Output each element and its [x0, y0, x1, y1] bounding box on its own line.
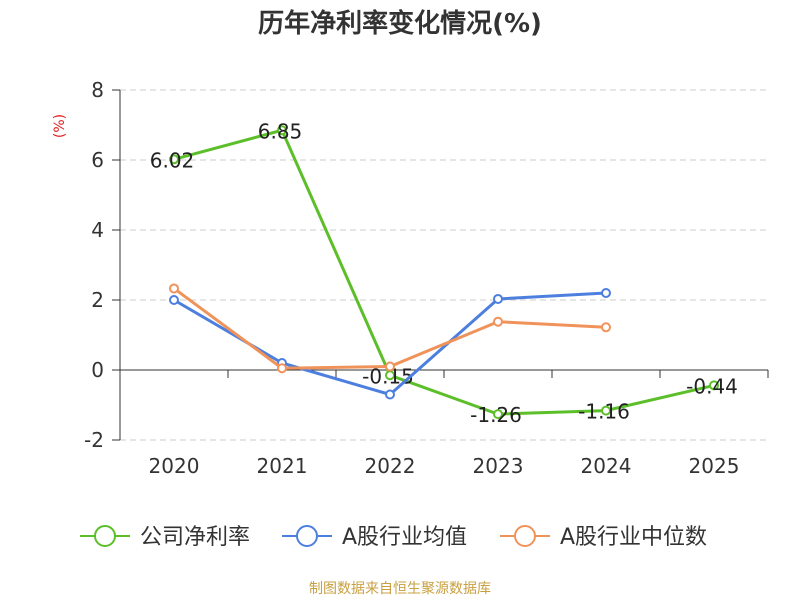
y-axis-label: (%) — [52, 114, 68, 138]
legend-marker — [296, 525, 318, 547]
series-2 — [169, 283, 611, 374]
chart-title: 历年净利率变化情况(%) — [258, 8, 542, 39]
legend-label: A股行业均值 — [342, 525, 467, 550]
data-label: 6.02 — [150, 148, 195, 172]
data-point — [169, 154, 179, 165]
x-tick-label: 2021 — [257, 454, 308, 478]
axes: -2 0 2 4 6 8 2020 2021 2022 2023 2024 2025 — [84, 78, 769, 478]
data-label: -1.16 — [578, 400, 630, 424]
x-tick-label: 2022 — [365, 454, 416, 478]
y-tick-label: 8 — [91, 78, 104, 102]
series-line — [173, 128, 715, 416]
legend-item: 公司净利率 — [80, 525, 250, 550]
data-point — [277, 363, 287, 374]
y-tick-label: 4 — [91, 218, 104, 242]
y-tick-label: 2 — [91, 288, 104, 312]
series-layer: 6.026.85-0.15-1.26 -1.16-0.44 — [150, 119, 738, 427]
legend-label: A股行业中位数 — [560, 525, 707, 550]
x-tick-label: 2025 — [689, 454, 740, 478]
data-label: 6.85 — [258, 119, 303, 143]
legend-marker — [514, 525, 536, 547]
grid — [120, 89, 768, 441]
legend-item: A股行业中位数 — [500, 525, 707, 550]
source-note: 制图数据来自恒生聚源数据库 — [309, 581, 491, 597]
data-point — [493, 316, 503, 327]
y-tick-label: -2 — [84, 428, 104, 452]
data-point — [169, 283, 179, 294]
data-point — [169, 295, 179, 305]
x-tick-label: 2023 — [473, 454, 524, 478]
x-tick-label: 2020 — [149, 454, 200, 478]
data-point — [493, 293, 503, 304]
data-label: -0.44 — [686, 374, 738, 398]
y-tick-label: 0 — [91, 358, 104, 382]
data-point — [601, 405, 611, 416]
data-point — [601, 322, 611, 333]
data-point — [277, 125, 287, 136]
legend-marker — [94, 525, 116, 547]
data-label: -1.26 — [470, 403, 522, 427]
data-point — [709, 380, 719, 391]
data-point — [493, 409, 503, 420]
data-point — [385, 361, 395, 372]
y-tick-label: 6 — [91, 148, 104, 172]
data-point — [385, 389, 395, 400]
legend-item: A股行业均值 — [282, 525, 467, 550]
legend: 公司净利率 A股行业均值 A股行业中位数 — [80, 525, 707, 550]
data-point — [601, 288, 611, 298]
legend-label: 公司净利率 — [140, 525, 250, 550]
series-0: 6.026.85-0.15-1.26 -1.16-0.44 — [150, 119, 738, 427]
x-tick-label: 2024 — [581, 454, 632, 478]
